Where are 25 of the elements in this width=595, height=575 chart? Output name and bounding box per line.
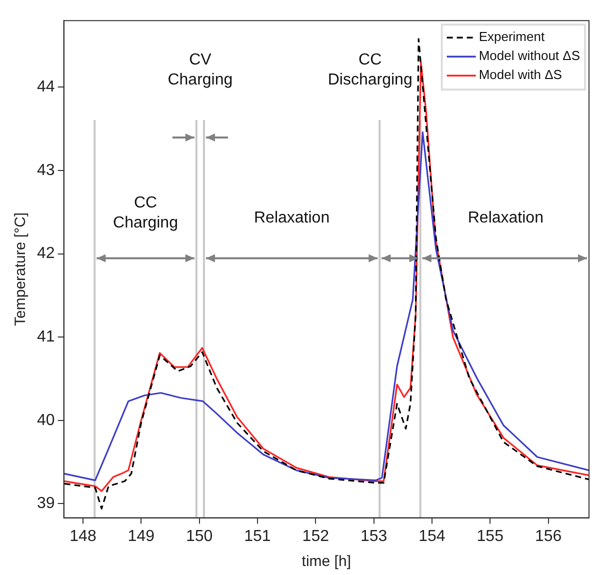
x-tick-label: 148 [70,528,96,545]
y-tick-label: 41 [37,328,55,346]
y-tick-label: 43 [37,162,55,179]
y-tick-label: 44 [37,78,55,96]
x-tick-label: 151 [244,528,271,545]
x-tick-label: 149 [128,528,155,545]
x-tick-label: 155 [476,528,504,545]
y-axis-title: Temperature [°C] [12,212,30,326]
y-tick-label: 40 [37,412,55,429]
x-axis-title: time [h] [302,553,351,570]
x-tick-label: 154 [418,528,446,545]
x-tick-label: 156 [534,528,562,545]
legend-label: Experiment [478,29,545,44]
y-tick-label: 42 [37,245,55,262]
x-tick-label: 152 [302,528,330,545]
x-tick-label: 150 [186,528,213,545]
annotation: Relaxation [254,210,330,227]
annotation: Relaxation [468,210,544,227]
legend-label: Model without ΔS [478,48,580,64]
annotation: CC Discharging [328,52,412,89]
annotation: CV Charging [168,52,233,89]
annotation: CC Charging [113,194,178,232]
legend-label: Model with ΔS [478,67,562,82]
x-tick-label: 153 [360,528,388,545]
y-tick-label: 39 [37,495,55,512]
